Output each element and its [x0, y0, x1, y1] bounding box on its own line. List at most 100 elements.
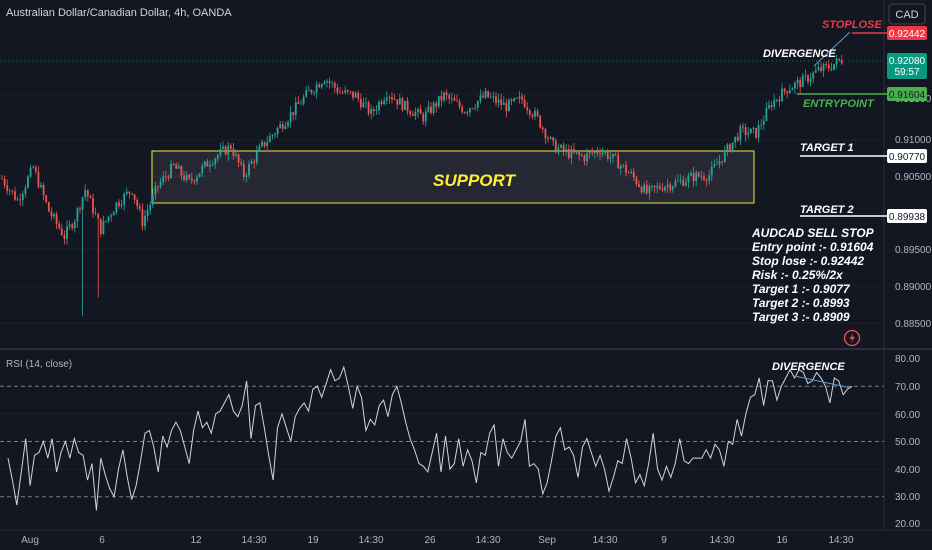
candle-body [838, 58, 841, 61]
candle-body [242, 163, 245, 177]
rsi-tick: 80.00 [895, 354, 920, 365]
candle-body [573, 149, 575, 153]
candle-body [378, 101, 380, 111]
currency-button-label: CAD [895, 9, 918, 21]
candle-body [723, 150, 726, 162]
candle-body [747, 133, 750, 136]
main-grid [0, 93, 884, 324]
candle-body [773, 99, 776, 107]
time-tick: 14:30 [828, 535, 853, 546]
candle-body [515, 98, 518, 99]
candle-body [450, 98, 453, 100]
candle-body [638, 184, 640, 187]
candle-body [188, 174, 191, 179]
candle-body [801, 75, 804, 88]
candle-body [279, 124, 282, 129]
candle-body [336, 87, 339, 93]
candle-body [482, 95, 484, 98]
rsi-tick: 20.00 [895, 519, 920, 530]
candles-series [1, 54, 843, 316]
candle-body [814, 70, 817, 73]
candle-body [414, 111, 417, 116]
price-tick: 0.90500 [895, 172, 932, 183]
candle-body [684, 182, 687, 186]
candle-body [757, 125, 760, 138]
lightning-icon[interactable] [843, 329, 861, 347]
candle-body [703, 176, 705, 180]
candle-body [107, 216, 110, 221]
candle-body [216, 155, 219, 159]
candle-body [105, 220, 107, 222]
symbol-title[interactable]: Australian Dollar/Canadian Dollar, 4h, O… [6, 7, 232, 19]
candle-body [643, 184, 646, 193]
rsi-axis[interactable]: 80.00 70.00 60.00 50.00 40.00 30.00 20.0… [895, 354, 920, 530]
candle-body [92, 198, 94, 214]
time-tick: 26 [424, 535, 436, 546]
candle-body [333, 82, 336, 88]
candle-body [419, 109, 422, 114]
candle-body [575, 152, 578, 154]
candle-body [97, 214, 100, 219]
candle-body [424, 111, 427, 122]
candle-body [666, 184, 669, 187]
candle-body [253, 161, 256, 163]
price-tick: 0.91000 [895, 135, 932, 146]
candle-body [521, 96, 523, 100]
candle-body [365, 102, 367, 104]
target2-price-tag: 0.89938 [887, 209, 927, 223]
candle-body [58, 223, 61, 229]
support-zone[interactable] [151, 150, 755, 204]
candle-body [661, 188, 664, 191]
currency-button[interactable]: CAD [888, 3, 926, 25]
candle-body [560, 144, 562, 148]
candle-body [318, 84, 321, 88]
candle-body [37, 171, 40, 188]
rsi-grid [0, 413, 884, 470]
candle-body [21, 193, 24, 201]
candle-body [697, 172, 700, 177]
candle-body [271, 135, 274, 137]
candle-body [128, 191, 131, 194]
time-axis[interactable]: Aug 6 12 14:30 19 14:30 26 14:30 Sep 14:… [21, 535, 854, 546]
candle-body [760, 124, 763, 126]
candle-body [263, 141, 266, 147]
candle-body [346, 90, 349, 92]
candle-body [554, 140, 557, 153]
candle-body [53, 214, 55, 217]
candle-body [224, 146, 227, 155]
candle-body [492, 96, 495, 98]
price-tick: 0.88500 [895, 319, 932, 330]
candle-body [396, 99, 399, 105]
price-tick: 0.89000 [895, 282, 932, 293]
candle-body [40, 184, 42, 188]
candle-body [268, 136, 271, 143]
candle-body [770, 105, 773, 107]
candle-body [196, 176, 198, 182]
time-tick: 14:30 [592, 535, 617, 546]
candle-body [16, 199, 19, 201]
candle-body [435, 103, 438, 107]
candle-body [742, 126, 744, 128]
candle-body [183, 175, 185, 181]
candle-body [461, 106, 464, 113]
candle-body [799, 80, 802, 88]
candle-body [552, 137, 555, 141]
candle-body [513, 98, 516, 101]
candle-body [547, 138, 549, 139]
candle-body [677, 180, 679, 182]
rsi-title[interactable]: RSI (14, close) [6, 359, 72, 370]
candle-body [625, 164, 627, 173]
time-tick: Sep [538, 535, 556, 546]
stoploss-label: STOPLOSE [822, 19, 882, 31]
candle-body [669, 184, 672, 190]
candle-body [632, 171, 635, 178]
candle-body [341, 92, 344, 94]
candle-body [729, 144, 731, 152]
candle-body [227, 145, 230, 155]
candle-body [120, 204, 123, 206]
candle-body [718, 161, 721, 165]
candle-body [372, 109, 375, 112]
candle-body [385, 97, 388, 101]
candle-body [682, 179, 685, 186]
